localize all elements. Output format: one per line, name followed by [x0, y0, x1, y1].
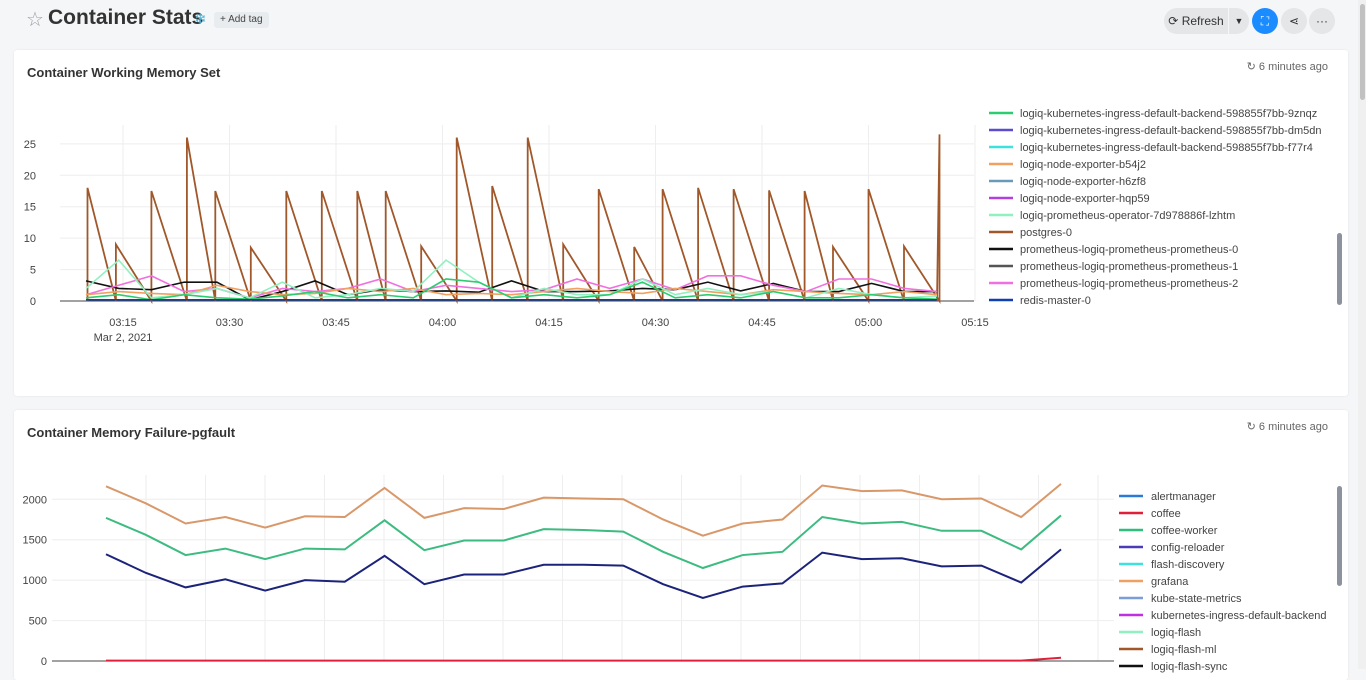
fullscreen-button[interactable]: ⛶	[1252, 8, 1278, 34]
x-tick-label: 03:45	[322, 317, 350, 329]
y-tick-label: 25	[24, 139, 36, 151]
share-icon: ⋖	[1288, 14, 1300, 28]
series-line-grafana	[105, 483, 1062, 537]
legend-label: logiq-flash-ml	[1151, 644, 1216, 656]
star-icon[interactable]: ☆	[26, 9, 44, 31]
x-tick-label: 03:30	[216, 317, 244, 329]
legend-label: prometheus-logiq-prometheus-prometheus-1	[1020, 261, 1238, 273]
panel-updated-text: 6 minutes ago	[1258, 421, 1328, 433]
refresh-button[interactable]: ⟳ Refresh	[1164, 8, 1228, 34]
panel-title: Container Working Memory Set	[27, 65, 221, 80]
legend-label: logiq-kubernetes-ingress-default-backend…	[1020, 108, 1317, 120]
legend-label: kubernetes-ingress-default-backend	[1151, 610, 1327, 622]
y-tick-label: 15	[24, 202, 36, 214]
legend-label: logiq-kubernetes-ingress-default-backend…	[1020, 125, 1321, 137]
y-tick-label: 500	[29, 616, 47, 628]
chart-working-memory[interactable]: 03:15 03:30 03:45 04:00 04:15 04:30 04:45 05:00…	[14, 50, 1348, 396]
x-tick-label: 03:15	[109, 317, 137, 329]
legend-label: logiq-kubernetes-ingress-default-backend…	[1020, 142, 1313, 154]
legend-scrollbar	[1337, 233, 1342, 305]
y-tick-label: 5	[30, 265, 36, 277]
y-tick-label: 0	[41, 656, 47, 668]
chevron-down-icon: ▼	[1234, 16, 1244, 26]
legend-label: coffee	[1151, 508, 1181, 520]
x-tick-label: 04:00	[429, 317, 457, 329]
x-tick-label: 05:00	[855, 317, 883, 329]
series-line-config-reloader	[105, 548, 1062, 599]
refresh-icon: ↻	[1246, 421, 1256, 433]
legend-label: logiq-prometheus-operator-7d978886f-lzht…	[1020, 210, 1235, 222]
legend-label: logiq-flash	[1151, 627, 1201, 639]
y-tick-label: 2000	[23, 494, 47, 506]
x-tick-label: 04:15	[535, 317, 563, 329]
x-tick-label: 05:15	[961, 317, 989, 329]
legend-label: alertmanager	[1151, 491, 1216, 503]
legend-label: grafana	[1151, 576, 1189, 588]
dashboard-header: ☆ Container Stats ❄ + Add tag ⟳ Refresh …	[0, 0, 1366, 40]
share-button[interactable]: ⋖	[1281, 8, 1307, 34]
y-tick-label: 1000	[23, 575, 47, 587]
y-tick-label: 10	[24, 233, 36, 245]
panel-title: Container Memory Failure-pgfault	[27, 425, 236, 440]
series-line-coffee	[106, 656, 1062, 662]
series-line-logiq-node-exporter-b54j2	[85, 284, 938, 296]
series-line-postgres-0	[86, 134, 941, 305]
page-scrollbar-thumb[interactable]	[1360, 4, 1365, 100]
page-title: Container Stats	[48, 6, 204, 29]
legend-label: logiq-node-exporter-b54j2	[1020, 159, 1146, 171]
y-tick-label: 20	[24, 170, 36, 182]
legend-label: postgres-0	[1020, 227, 1072, 239]
panel-pgfault: Container Memory Failure-pgfault ↻ 6 min…	[14, 410, 1348, 680]
fullscreen-icon: ⛶	[1260, 14, 1270, 28]
snowflake-icon: ❄	[194, 11, 207, 28]
page-scrollbar[interactable]	[1358, 0, 1366, 669]
refresh-label: Refresh	[1181, 14, 1224, 28]
panel-updated-text: 6 minutes ago	[1258, 61, 1328, 73]
refresh-dropdown-button[interactable]: ▼	[1229, 8, 1249, 34]
y-tick-label: 0	[30, 296, 36, 308]
legend-label: config-reloader	[1151, 542, 1225, 554]
panel-updated: ↻ 6 minutes ago	[1247, 60, 1328, 73]
panel-updated: ↻ 6 minutes ago	[1247, 420, 1328, 433]
legend-label: prometheus-logiq-prometheus-prometheus-0	[1020, 244, 1238, 256]
series-line-coffee-worker	[105, 514, 1062, 570]
x-tick-label: 04:45	[748, 317, 776, 329]
x-tick-label: 04:30	[642, 317, 670, 329]
series-line-logiq-kubernetes-ingress-default-backend-598855f7bb-9znqz	[85, 278, 938, 301]
legend-label: logiq-node-exporter-hqp59	[1020, 193, 1150, 205]
x-date-label: Mar 2, 2021	[94, 332, 153, 344]
refresh-icon: ⟳	[1168, 14, 1179, 28]
legend-label: logiq-flash-sync	[1151, 661, 1228, 673]
panel-working-memory: Container Working Memory Set ↻ 6 minutes…	[14, 50, 1348, 396]
legend-label: kube-state-metrics	[1151, 593, 1242, 605]
y-tick-label: 1500	[23, 535, 47, 547]
more-options-button[interactable]: ···	[1309, 8, 1335, 34]
legend-label: logiq-node-exporter-h6zf8	[1020, 176, 1146, 188]
more-icon: ···	[1316, 14, 1328, 28]
legend-label: coffee-worker	[1151, 525, 1218, 537]
refresh-icon: ↻	[1246, 61, 1256, 73]
legend-label: redis-master-0	[1020, 295, 1091, 307]
add-tag-button[interactable]: + Add tag	[214, 12, 269, 28]
legend-label: prometheus-logiq-prometheus-prometheus-2	[1020, 278, 1238, 290]
legend-scrollbar	[1337, 486, 1342, 586]
legend-label: flash-discovery	[1151, 559, 1225, 571]
chart-pgfault[interactable]: 0 500 1000 1500 2000 alertmanager coffee coffee…	[14, 410, 1348, 680]
